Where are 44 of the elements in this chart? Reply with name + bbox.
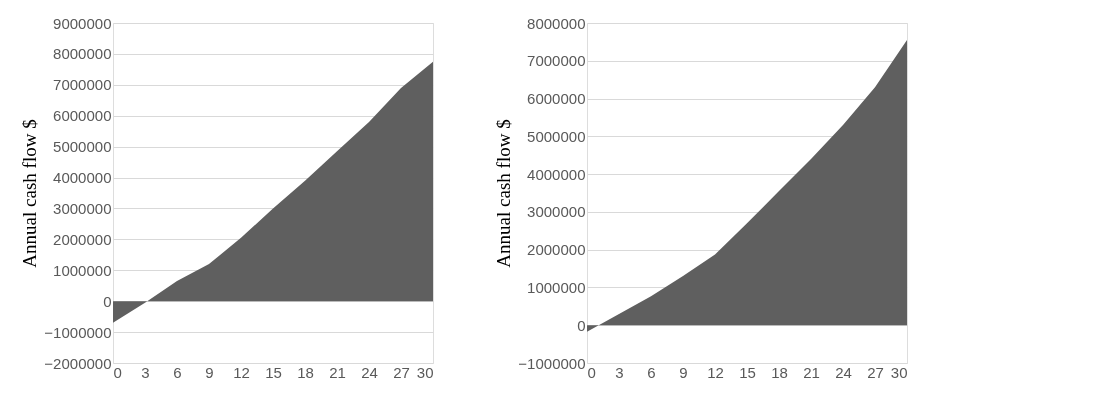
y-tick-label: 9000000 bbox=[53, 14, 112, 32]
y-tick-label: 8000000 bbox=[53, 45, 112, 63]
y-tick-label: 7000000 bbox=[53, 76, 112, 94]
x-tick-label: 6 bbox=[173, 363, 182, 381]
x-tick-label: 12 bbox=[707, 363, 724, 381]
y-tick-label: 3000000 bbox=[527, 203, 586, 221]
x-tick-label: 3 bbox=[615, 363, 624, 381]
y-tick-label: −1000000 bbox=[44, 323, 112, 341]
y-axis-title: Annual cash flow $ bbox=[19, 119, 41, 268]
x-tick-label: 21 bbox=[803, 363, 820, 381]
x-tick-label: 6 bbox=[647, 363, 656, 381]
y-tick-label: 5000000 bbox=[527, 127, 586, 145]
x-tick-label: 15 bbox=[739, 363, 756, 381]
y-tick-label: 7000000 bbox=[527, 52, 586, 70]
x-tick-label: 15 bbox=[265, 363, 282, 381]
y-tick-label: 8000000 bbox=[527, 14, 586, 32]
y-tick-label: 6000000 bbox=[53, 107, 112, 125]
x-tick-label: 18 bbox=[297, 363, 314, 381]
y-tick-label: 2000000 bbox=[53, 230, 112, 248]
y-tick-label: 0 bbox=[577, 316, 586, 334]
y-tick-label: −1000000 bbox=[518, 354, 586, 372]
x-tick-label: 9 bbox=[679, 363, 688, 381]
x-tick-label: 27 bbox=[393, 363, 410, 381]
x-tick-label: 9 bbox=[205, 363, 214, 381]
y-tick-label: 5000000 bbox=[53, 138, 112, 156]
x-tick-label: 27 bbox=[867, 363, 884, 381]
y-tick-label: 1000000 bbox=[53, 261, 112, 279]
x-tick-label: 30 bbox=[890, 363, 908, 381]
y-tick-label: 4000000 bbox=[53, 169, 112, 187]
x-tick-label: 21 bbox=[329, 363, 346, 381]
x-tick-label: 18 bbox=[771, 363, 788, 381]
x-tick-label: 24 bbox=[361, 363, 378, 381]
y-tick-label: −2000000 bbox=[44, 354, 112, 372]
y-tick-label: 2000000 bbox=[527, 241, 586, 259]
y-tick-label: 6000000 bbox=[527, 90, 586, 108]
y-tick-label: 1000000 bbox=[527, 278, 586, 296]
x-tick-label: 24 bbox=[835, 363, 852, 381]
y-tick-label: 3000000 bbox=[53, 199, 112, 217]
y-tick-label: 4000000 bbox=[527, 165, 586, 183]
y-tick-label: 0 bbox=[103, 292, 112, 310]
x-tick-label: 30 bbox=[416, 363, 434, 381]
x-tick-label: 3 bbox=[141, 363, 150, 381]
x-tick-label: 12 bbox=[233, 363, 250, 381]
y-axis-title: Annual cash flow $ bbox=[493, 119, 515, 268]
